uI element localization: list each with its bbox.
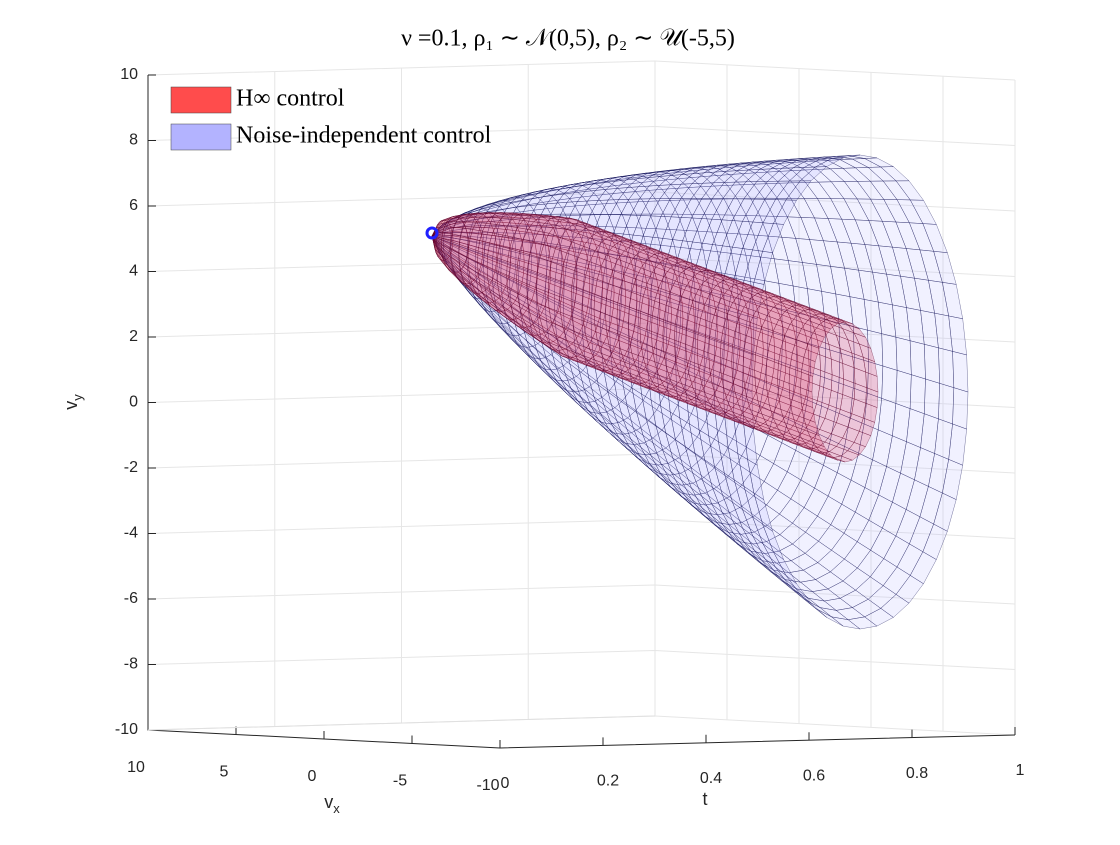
z-axis-label: vy [61, 394, 86, 410]
surface-patch [924, 378, 940, 420]
y-tick-label: -10 [476, 777, 499, 794]
y-tick-label: -5 [393, 773, 407, 790]
grid-line [147, 60, 1016, 81]
surface-patch [865, 371, 879, 393]
z-tick-label: 4 [129, 263, 138, 280]
x-tick-label: 0.6 [803, 767, 825, 784]
z-tick-label: -2 [124, 459, 138, 476]
y-axis-label-base: v [324, 792, 333, 812]
z-axis-label-sub: y [70, 394, 85, 401]
axis-line [147, 75, 1016, 749]
x-axis-label: t [702, 789, 707, 809]
grid-line [147, 649, 1016, 670]
grid-line [147, 715, 1016, 736]
y-axis-label-sub: x [333, 801, 340, 816]
surface-patch [938, 382, 955, 425]
x-tick-label: 0 [501, 775, 510, 792]
surfaces [425, 154, 969, 630]
surface-patch [895, 369, 912, 409]
surface-patch [895, 336, 912, 376]
z-axis-label-base: v [61, 401, 81, 410]
surface-patch [952, 387, 969, 430]
x-tick-label: 0.2 [597, 773, 619, 790]
z-tick-label: 8 [129, 132, 138, 149]
z-tick-label: 6 [129, 197, 138, 214]
legend-swatch [170, 123, 232, 151]
y-tick-label: 5 [220, 764, 229, 781]
surface [431, 212, 879, 463]
y-axis-label: vx [324, 792, 340, 817]
surface-patch [909, 340, 926, 380]
z-tick-label: 10 [120, 66, 138, 83]
y-tick-label: 0 [308, 768, 317, 785]
chart-title: ν =0.1, ρ₁ ∼ 𝒩(0,5), ρ₂ ∼ 𝒰(-5,5) [401, 26, 735, 52]
axis-line [147, 715, 656, 731]
legend: H∞ control Noise-independent control [170, 86, 492, 151]
surface-patch [924, 343, 940, 384]
legend-label: H∞ control [236, 86, 345, 112]
x-tick-label: 0.8 [906, 765, 928, 782]
surface-patch [881, 365, 898, 404]
z-tick-label: -10 [115, 721, 138, 738]
surface-patch [909, 374, 926, 415]
z-tick-label: 0 [129, 394, 138, 411]
surface-patch [952, 351, 969, 393]
x-tick-label: 1 [1016, 762, 1025, 779]
z-tick-label: 2 [129, 328, 138, 345]
z-tick-label: -6 [124, 590, 138, 607]
x-tick-label: 0.4 [700, 770, 722, 787]
surface-patch [938, 347, 955, 389]
z-tick-label: -4 [124, 525, 138, 542]
z-tick-label: -8 [124, 656, 138, 673]
legend-swatch [170, 86, 232, 114]
legend-label: Noise-independent control [236, 123, 492, 149]
start-marker [425, 226, 439, 240]
y-tick-label: 10 [127, 759, 145, 776]
surface-patch [881, 333, 898, 371]
